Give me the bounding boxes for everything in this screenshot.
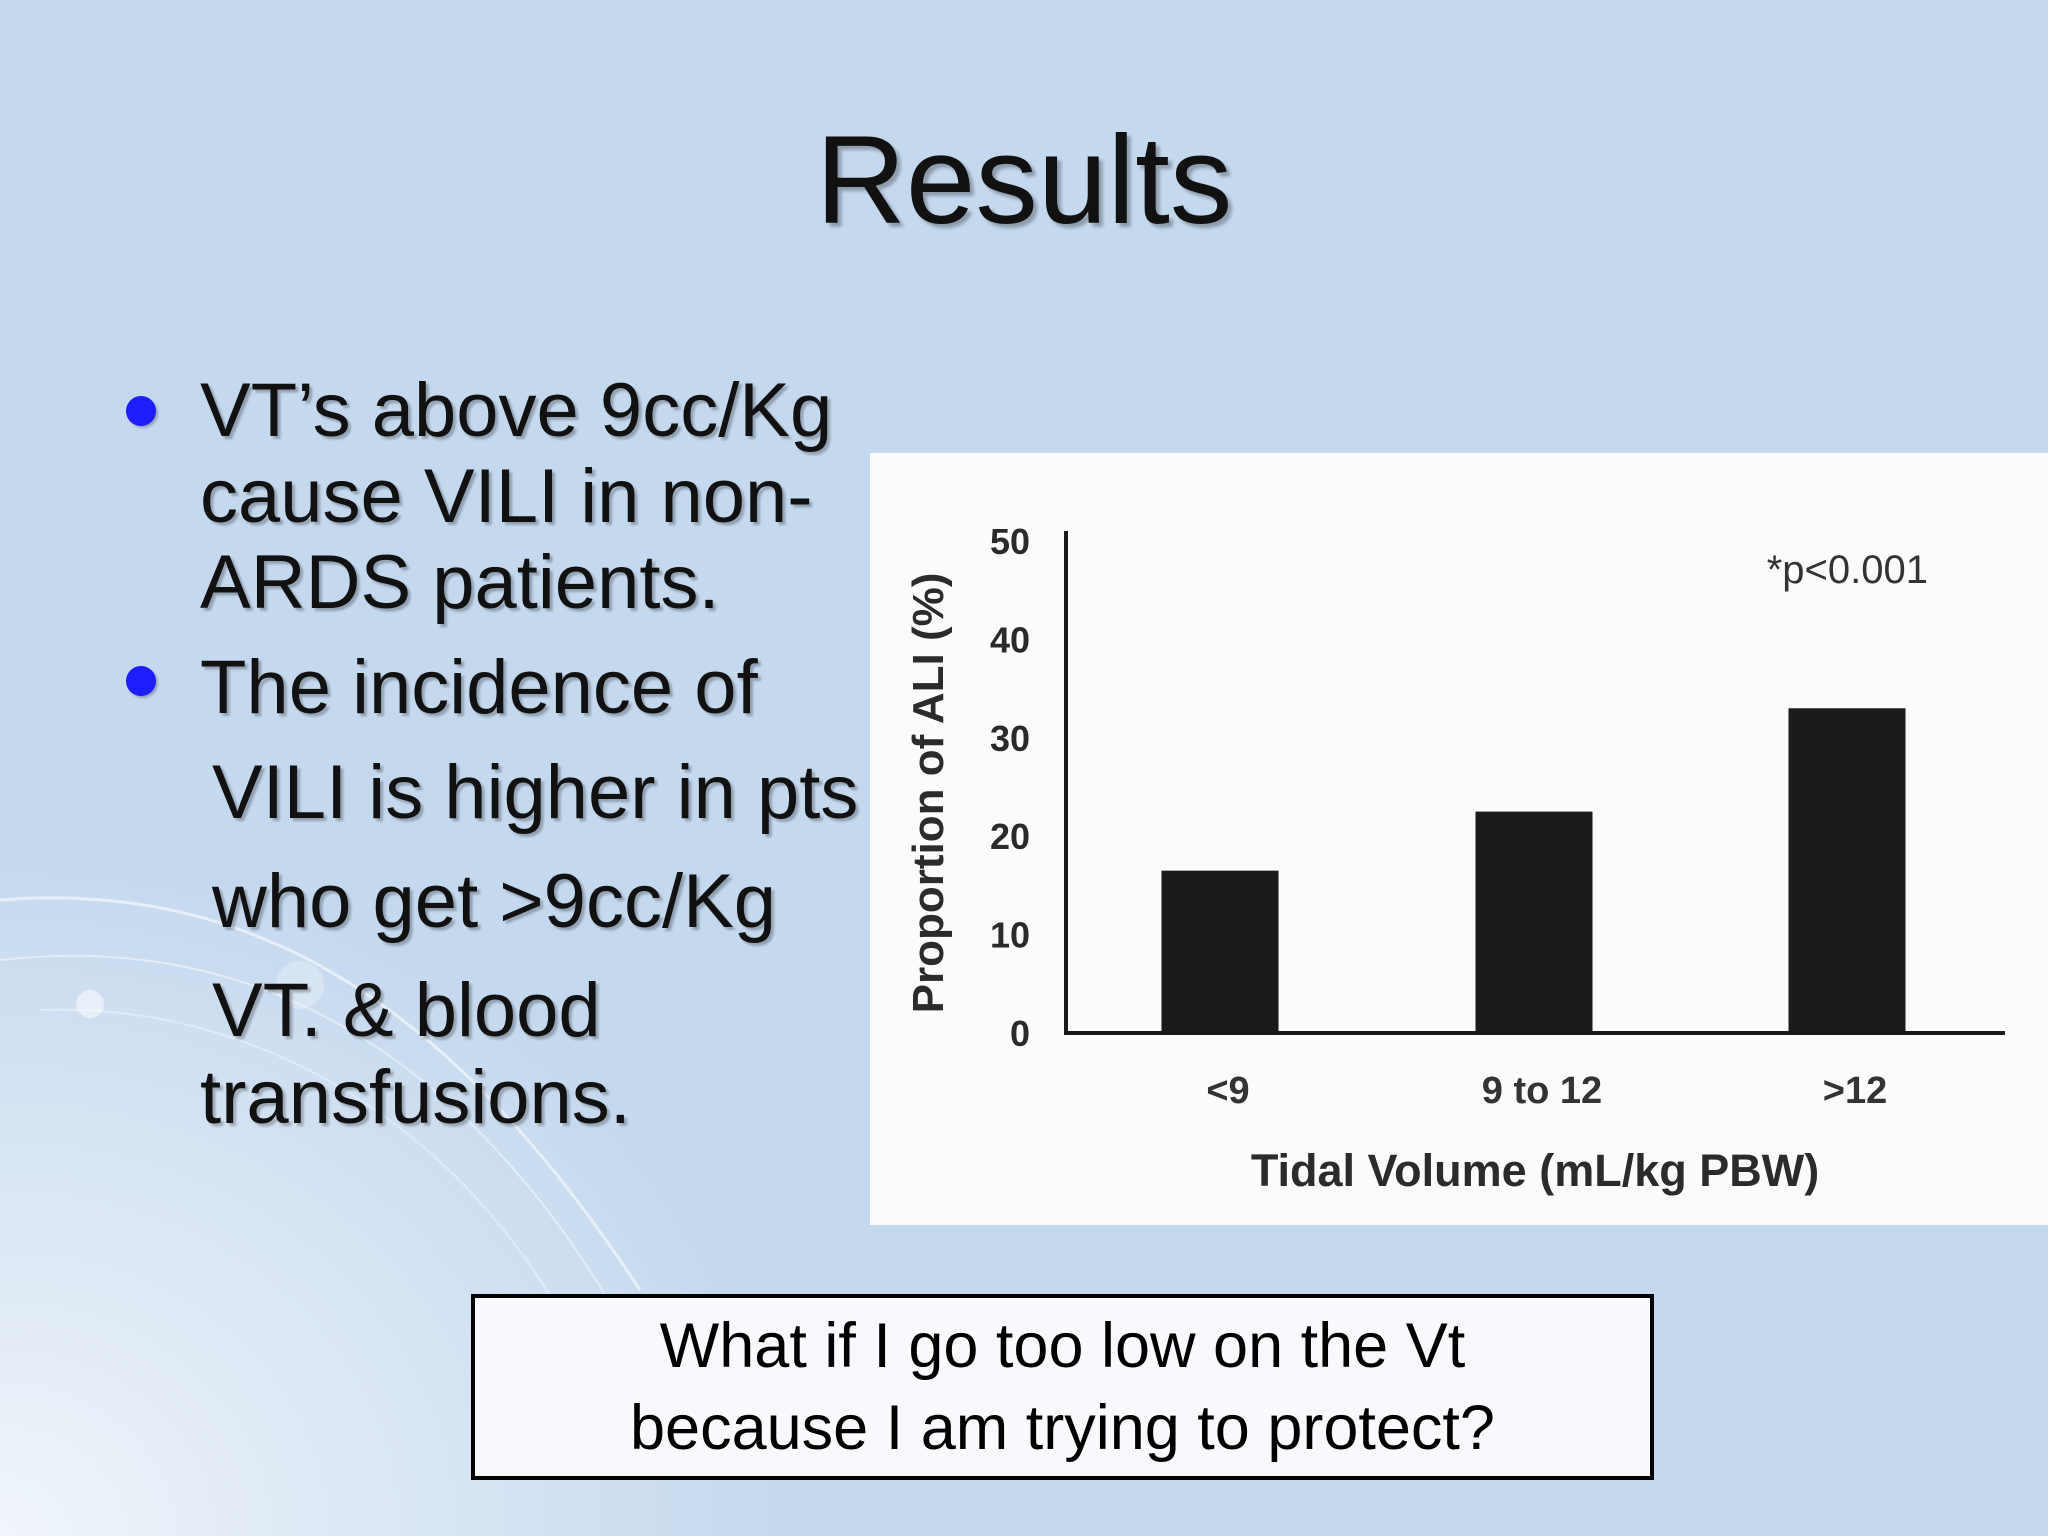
x-axis-title: Tidal Volume (mL/kg PBW) (1251, 1145, 1819, 1196)
y-tick-label: 30 (990, 718, 1030, 759)
bullet-list: VT’s above 9cc/Kg cause VILI in non- ARD… (118, 368, 898, 1141)
y-tick-label: 20 (990, 816, 1030, 857)
x-tick-label: <9 (1206, 1070, 1249, 1112)
y-axis-title: Proportion of ALI (%) (904, 573, 953, 1014)
bullet-item: VT’s above 9cc/Kg cause VILI in non- ARD… (118, 368, 898, 626)
bullet-line: VT’s above 9cc/Kg (200, 368, 833, 453)
bullet-line: The incidence of (200, 645, 758, 730)
bar (1475, 811, 1593, 1033)
bullet-dot-icon (126, 396, 156, 426)
bullet-dot-icon (126, 666, 156, 696)
bullet-line: VILI is higher in pts (212, 750, 859, 835)
slide-title: Results (815, 111, 1233, 250)
chart-figure: 0 10 20 30 40 50 <9 9 to 12 >12 Tidal Volume (mL/… (870, 453, 2048, 1225)
bullet-line: cause VILI in non- (200, 454, 813, 539)
bullet-item: The incidence of VILI is higher in pts w… (118, 638, 898, 1141)
callout-text: What if I go too low on the Vt because I… (630, 1311, 1495, 1463)
y-tick-label: 10 (990, 915, 1030, 956)
callout-box: What if I go too low on the Vt because I… (471, 1294, 1654, 1480)
x-tick-label: >12 (1823, 1070, 1887, 1112)
y-tick-label: 50 (990, 521, 1030, 562)
x-tick-label: 9 to 12 (1482, 1070, 1602, 1112)
bar (1788, 708, 1906, 1033)
bullet-line: ARDS patients. (200, 540, 720, 625)
significance-annotation: *p<0.001 (1767, 548, 1928, 592)
bullet-line: VT. & blood (212, 968, 601, 1053)
bar (1161, 870, 1279, 1033)
bullet-line: transfusions. (200, 1055, 631, 1140)
y-tick-label: 0 (1010, 1013, 1030, 1054)
y-tick-label: 40 (990, 619, 1030, 660)
bullet-line: who get >9cc/Kg (212, 859, 777, 944)
